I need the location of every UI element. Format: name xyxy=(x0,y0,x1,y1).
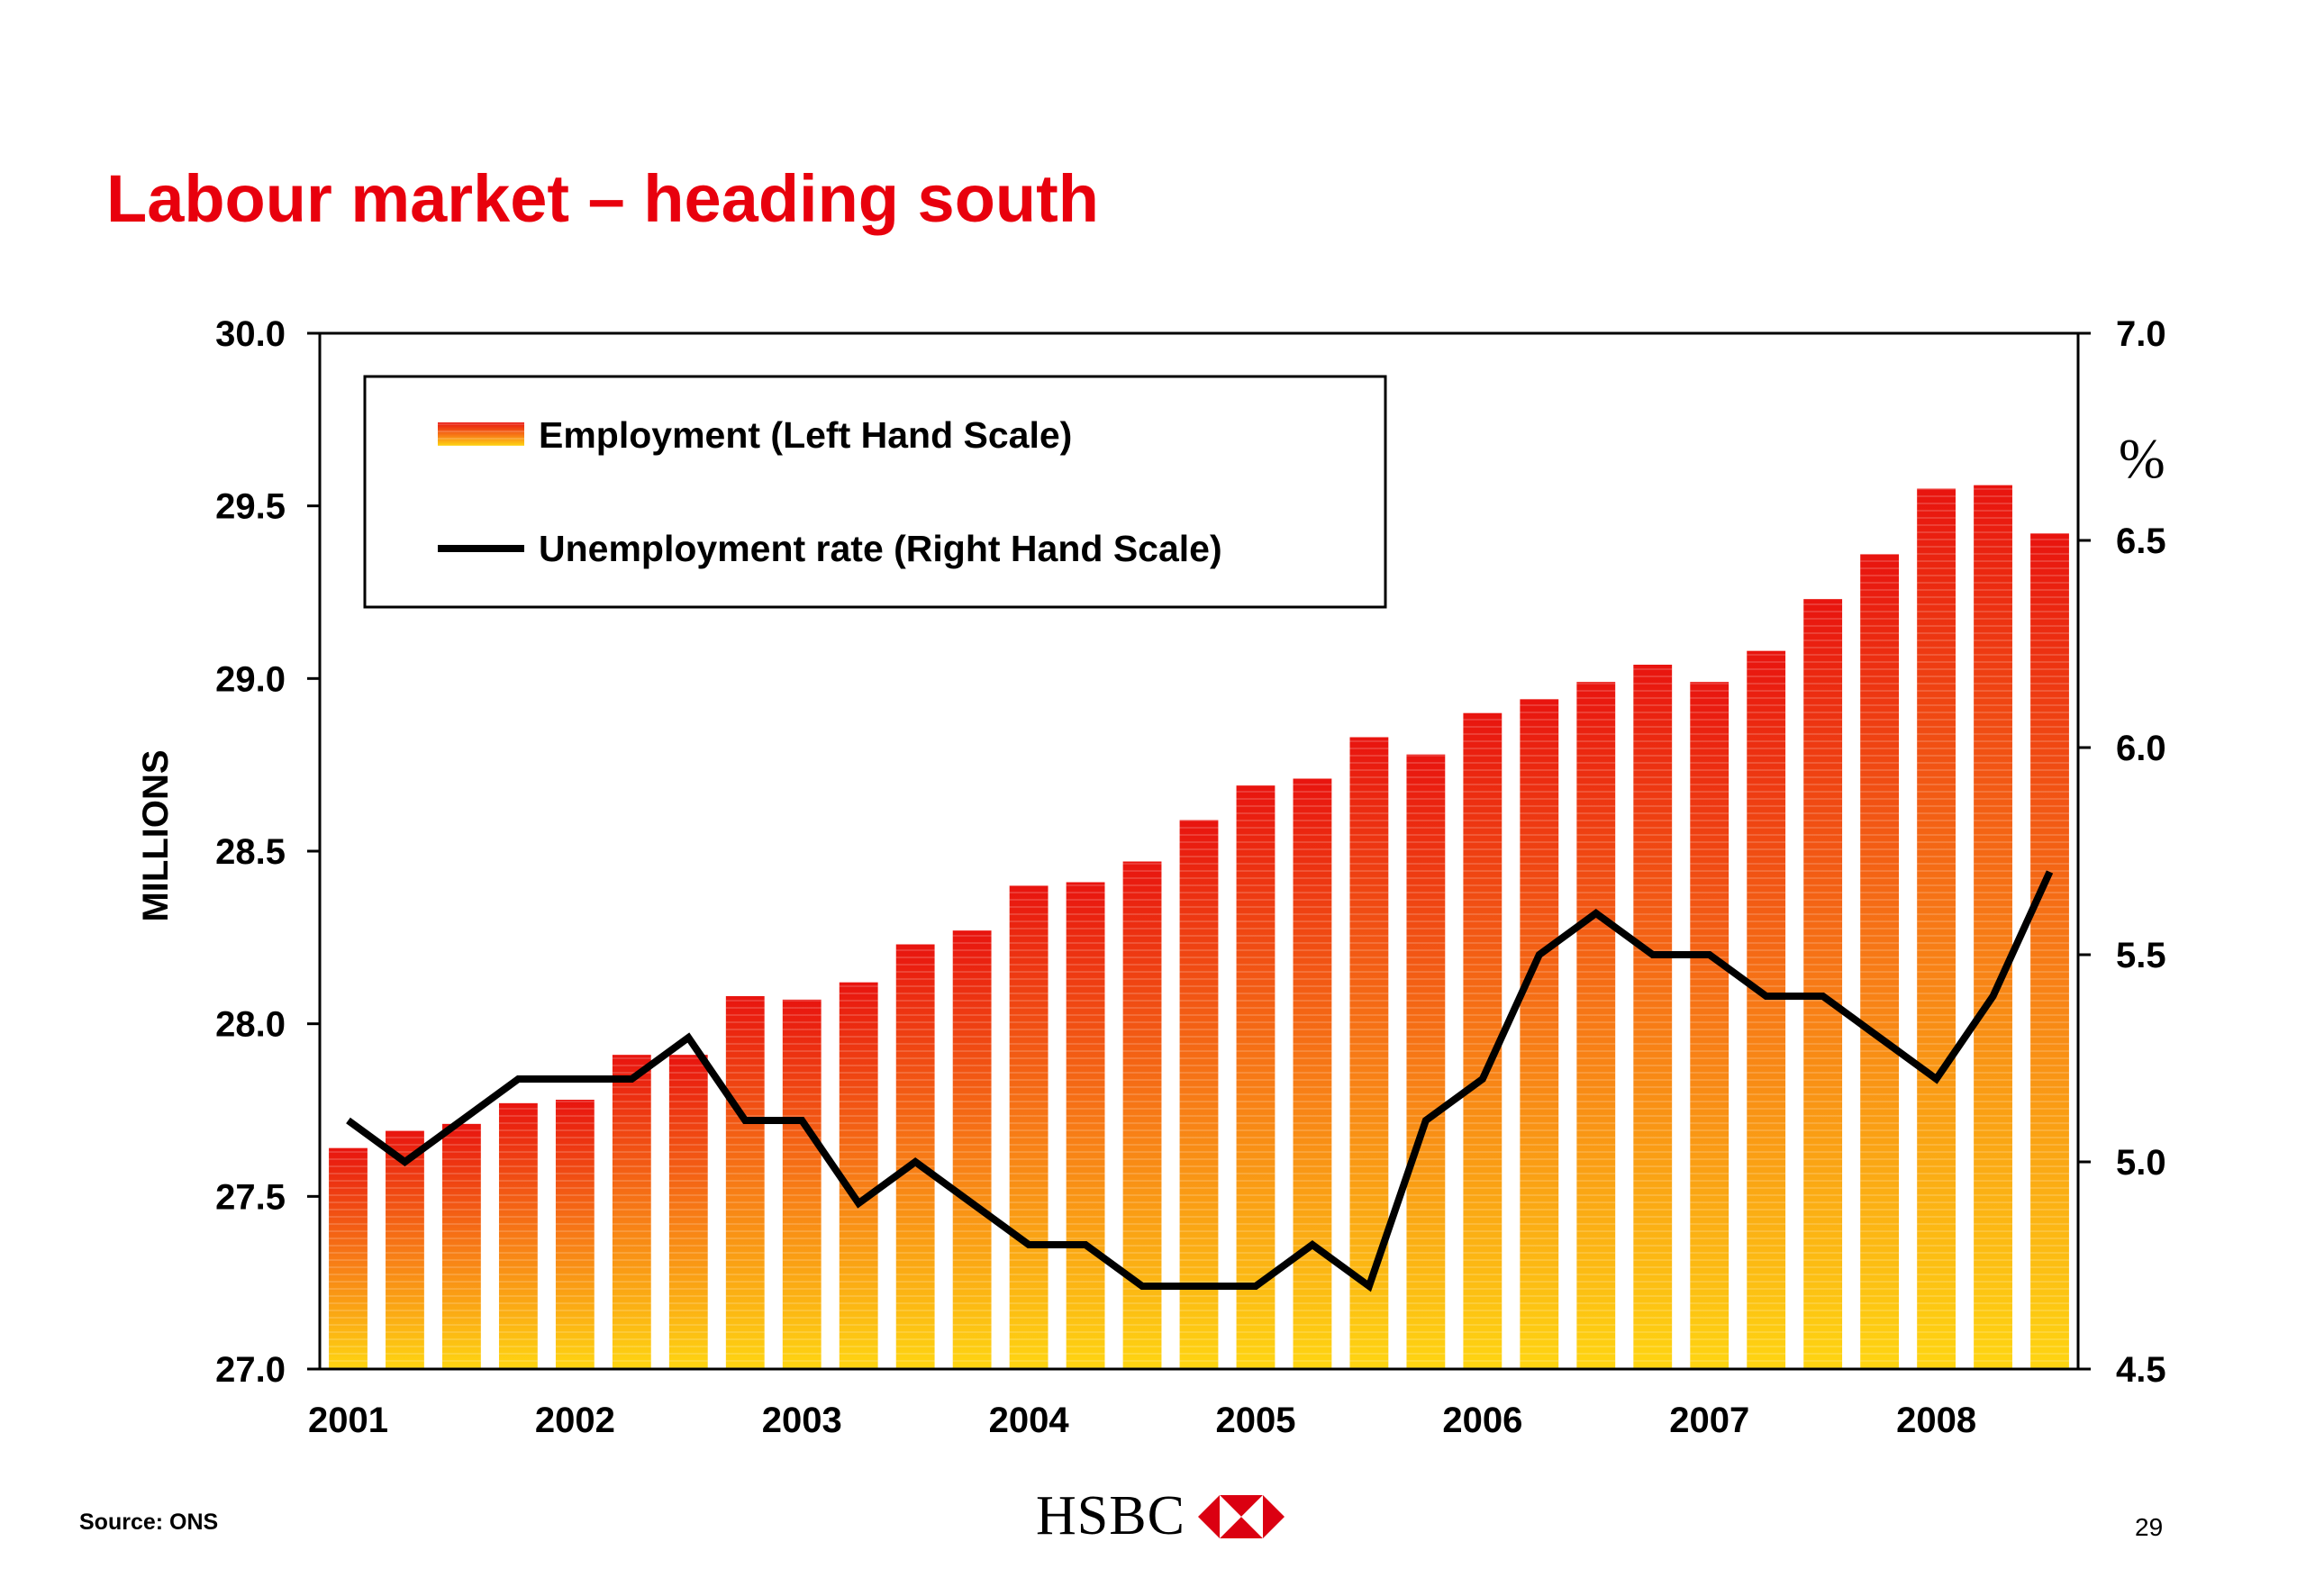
employment-bar-stripes xyxy=(1066,882,1105,1369)
right-axis-unit-label: % xyxy=(2119,429,2165,490)
employment-bar-stripes xyxy=(1747,650,1786,1369)
right-axis-tick-label: 6.5 xyxy=(2116,521,2166,561)
legend-label-employment: Employment (Left Hand Scale) xyxy=(539,414,1072,456)
employment-bar-stripes xyxy=(725,996,765,1369)
employment-bar-stripes xyxy=(1236,785,1276,1369)
hsbc-logo: HSBC xyxy=(1036,1484,1285,1548)
right-axis-tick-label: 6.0 xyxy=(2116,729,2166,768)
employment-bar-stripes xyxy=(1406,754,1446,1369)
x-axis-year-label: 2004 xyxy=(989,1401,1070,1440)
left-axis-ticks: 27.0 27.5 28.0 28.5 29.0 29.5 30.0 xyxy=(215,314,320,1390)
legend-swatch-employment-stripes xyxy=(438,422,524,446)
bar-stripe-overlay xyxy=(329,485,2069,1369)
left-axis-tick-label: 28.0 xyxy=(215,1005,286,1045)
employment-bar-stripes xyxy=(782,999,822,1369)
legend-label-unemployment: Unemployment rate (Right Hand Scale) xyxy=(539,528,1222,569)
employment-bar-stripes xyxy=(839,982,878,1369)
unemployment-rate-line xyxy=(346,870,2054,1292)
employment-bar-stripes xyxy=(1293,778,1332,1369)
employment-bar-stripes xyxy=(1860,554,1900,1369)
left-axis-tick-label: 27.5 xyxy=(215,1177,286,1217)
employment-bar-stripes xyxy=(1690,682,1730,1369)
left-axis-tick-label: 29.5 xyxy=(215,487,286,527)
employment-bar-stripes xyxy=(952,930,992,1369)
employment-bar-stripes xyxy=(555,1100,595,1369)
employment-bar-stripes xyxy=(498,1102,538,1369)
right-axis-ticks: 4.5 5.0 5.5 6.0 6.5 7.0 xyxy=(2078,314,2166,1390)
employment-bar-stripes xyxy=(668,1055,708,1369)
hsbc-hexagon-icon xyxy=(1197,1494,1285,1538)
x-axis-year-label: 2008 xyxy=(1896,1401,1976,1440)
employment-bar-stripes xyxy=(1576,682,1616,1369)
employment-bar-stripes xyxy=(1520,699,1559,1369)
left-axis-tick-label: 29.0 xyxy=(215,659,286,699)
x-axis-year-label: 2007 xyxy=(1669,1401,1749,1440)
left-axis-label: MILLIONS xyxy=(136,749,176,921)
x-axis-year-labels: 2001 2002 2003 2004 2005 2006 2007 2008 xyxy=(308,1401,1976,1440)
source-note: Source: ONS xyxy=(79,1510,219,1535)
employment-bar-stripes xyxy=(442,1123,481,1369)
legend-box xyxy=(363,375,1387,609)
employment-bar-stripes xyxy=(1463,712,1503,1369)
employment-bar-stripes xyxy=(1349,737,1389,1369)
x-axis-year-label: 2005 xyxy=(1215,1401,1295,1440)
left-axis-tick-label: 28.5 xyxy=(215,832,286,872)
employment-bar-stripes xyxy=(329,1147,368,1369)
employment-bar-stripes xyxy=(1179,820,1219,1369)
page-number: 29 xyxy=(2135,1513,2164,1541)
x-axis-year-label: 2001 xyxy=(308,1401,388,1440)
right-axis-tick-label: 7.0 xyxy=(2116,314,2166,354)
employment-bar-stripes xyxy=(1803,599,1843,1369)
employment-bar-stripes xyxy=(386,1130,424,1369)
legend-swatch-unemployment xyxy=(438,545,524,552)
right-axis-tick-label: 5.0 xyxy=(2116,1143,2166,1183)
x-axis-year-label: 2002 xyxy=(535,1401,615,1440)
employment-bar-stripes xyxy=(1009,885,1049,1369)
right-axis-tick-label: 5.5 xyxy=(2116,936,2166,975)
x-axis-year-label: 2006 xyxy=(1442,1401,1522,1440)
x-axis-year-label: 2003 xyxy=(762,1401,842,1440)
employment-bar-stripes xyxy=(1122,861,1162,1369)
left-axis-tick-label: 30.0 xyxy=(215,314,286,354)
employment-bar-stripes xyxy=(2030,533,2069,1369)
right-axis-tick-label: 4.5 xyxy=(2116,1350,2166,1390)
employment-bar-stripes xyxy=(1974,485,2012,1369)
employment-bar-stripes xyxy=(1633,665,1673,1369)
left-axis-tick-label: 27.0 xyxy=(215,1350,286,1390)
legend: Employment (Left Hand Scale) Unemploymen… xyxy=(363,375,1387,609)
logo-text: HSBC xyxy=(1036,1485,1185,1546)
employment-bar-stripes xyxy=(895,944,935,1369)
employment-bar-stripes xyxy=(1917,488,1956,1369)
page-title: Labour market – heading south xyxy=(106,161,1099,236)
employment-bar-stripes xyxy=(612,1055,651,1369)
